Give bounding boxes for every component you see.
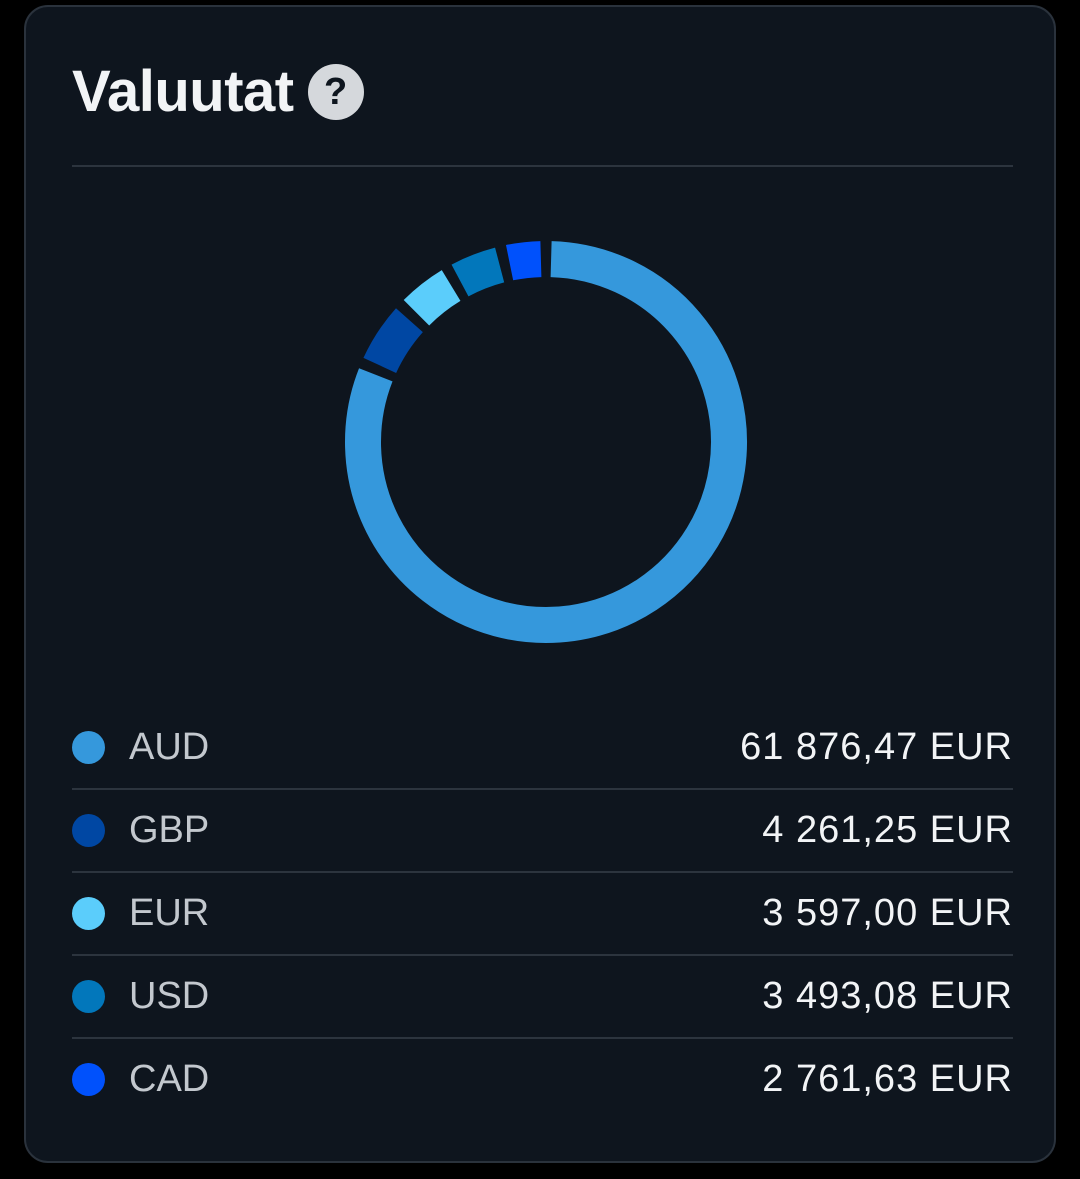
legend-row-eur[interactable]: EUR 3 597,00 EUR <box>72 873 1013 956</box>
currencies-card: Valuutat ? AUD 61 876,47 EUR GBP 4 261,2… <box>24 5 1056 1163</box>
legend-amount: 3 493,08 EUR <box>762 975 1013 1017</box>
legend-currency-code: GBP <box>129 809 210 851</box>
legend-currency-code: USD <box>129 975 210 1017</box>
help-icon[interactable]: ? <box>307 64 364 120</box>
legend-dot <box>72 897 105 930</box>
donut-segment-eur[interactable] <box>403 270 461 326</box>
legend-dot <box>72 731 105 764</box>
donut-segment-cad[interactable] <box>505 241 542 281</box>
legend-amount: 3 597,00 EUR <box>762 892 1013 934</box>
legend-dot <box>72 814 105 847</box>
legend-amount: 61 876,47 EUR <box>740 726 1013 768</box>
legend-dot <box>72 1063 105 1096</box>
donut-segment-gbp[interactable] <box>363 308 424 374</box>
legend-currency-code: EUR <box>129 892 210 934</box>
card-title: Valuutat <box>72 59 294 124</box>
legend-currency-code: CAD <box>129 1058 210 1100</box>
currency-donut-chart <box>345 241 747 643</box>
donut-segment-usd[interactable] <box>451 247 505 297</box>
card-header: Valuutat ? <box>72 59 364 125</box>
help-glyph: ? <box>324 71 348 113</box>
legend-row-gbp[interactable]: GBP 4 261,25 EUR <box>72 790 1013 873</box>
currency-legend: AUD 61 876,47 EUR GBP 4 261,25 EUR EUR 3… <box>72 707 1013 1120</box>
legend-amount: 2 761,63 EUR <box>762 1058 1013 1100</box>
legend-row-usd[interactable]: USD 3 493,08 EUR <box>72 956 1013 1039</box>
donut-segment-aud[interactable] <box>345 241 747 643</box>
legend-row-aud[interactable]: AUD 61 876,47 EUR <box>72 707 1013 790</box>
legend-currency-code: AUD <box>129 726 210 768</box>
header-divider <box>72 165 1013 167</box>
legend-dot <box>72 980 105 1013</box>
legend-row-cad[interactable]: CAD 2 761,63 EUR <box>72 1039 1013 1120</box>
legend-amount: 4 261,25 EUR <box>762 809 1013 851</box>
